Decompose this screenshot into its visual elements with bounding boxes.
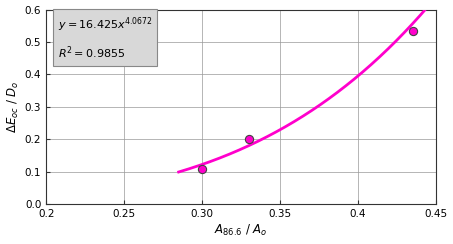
Point <box>198 167 206 171</box>
Y-axis label: $\Delta E_{oc}$ / $D_o$: $\Delta E_{oc}$ / $D_o$ <box>5 81 21 133</box>
Point <box>409 29 416 33</box>
Text: $y = 16.425x^{4.0672}$
$R^2 = 0.9855$: $y = 16.425x^{4.0672}$ $R^2 = 0.9855$ <box>58 15 153 61</box>
X-axis label: $A_{86.6}$ / $A_o$: $A_{86.6}$ / $A_o$ <box>214 223 268 238</box>
Point <box>245 137 252 141</box>
